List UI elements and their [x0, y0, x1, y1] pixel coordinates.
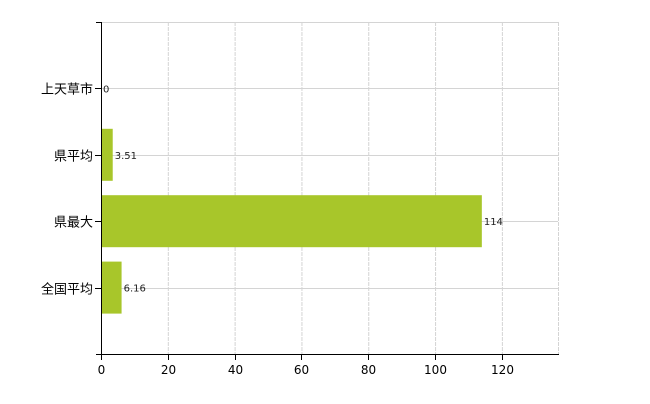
- data-label: 0: [103, 84, 109, 95]
- y-tick-label: 上天草市: [41, 82, 93, 98]
- data-label: 114: [484, 217, 503, 228]
- x-tick-label: 40: [228, 363, 243, 377]
- data-label: 3.51: [115, 151, 137, 162]
- bar: [101, 128, 113, 181]
- x-tick-label: 0: [98, 363, 106, 377]
- x-tick-label: 20: [161, 363, 176, 377]
- bar: [101, 261, 122, 314]
- x-tick-label: 60: [294, 363, 309, 377]
- x-tick-label: 80: [361, 363, 376, 377]
- x-tick-label: 100: [424, 363, 447, 377]
- bar: [101, 195, 482, 248]
- x-tick-label: 120: [491, 363, 514, 377]
- data-label: 6.16: [124, 284, 146, 295]
- y-tick-label: 全国平均: [41, 282, 93, 298]
- y-tick-label: 県最大: [54, 216, 93, 231]
- y-tick-label: 県平均: [54, 150, 93, 165]
